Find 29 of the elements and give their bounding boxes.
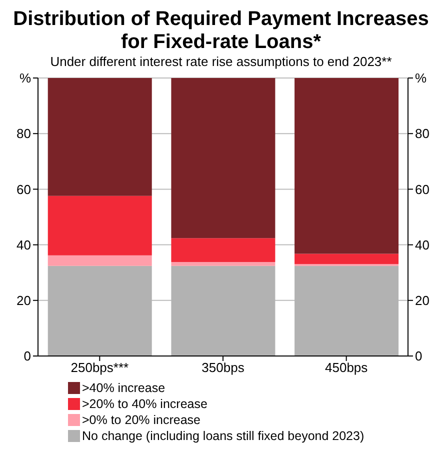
y-tick-label: 60	[16, 182, 31, 197]
bar	[48, 255, 152, 266]
x-tick-label: 350bps	[202, 360, 245, 376]
y-tick-label: 0	[24, 348, 31, 364]
bar	[48, 196, 152, 256]
bar	[171, 238, 276, 262]
x-tick-label: 450bps	[325, 360, 368, 376]
bar	[294, 78, 399, 254]
chart-subtitle: Under different interest rate rise assumptions to end 2023**	[49, 54, 393, 70]
legend-label: >40% increase	[82, 380, 166, 396]
legend-label: No change (including loans still fixed beyond 2023)	[82, 428, 364, 444]
bar	[294, 254, 399, 264]
bar	[171, 78, 276, 238]
y2-tick-label: 80	[415, 126, 430, 142]
y-tick-label: 40	[16, 237, 31, 252]
bar	[171, 262, 276, 266]
y2-tick-label: 40	[415, 237, 430, 252]
y2-tick-label: %	[415, 70, 427, 86]
y2-tick-label: 0	[415, 348, 422, 364]
chart-title: Distribution of Required Payment Increases for Fixed-rate Loans*	[12, 8, 430, 54]
y2-tick-label: 20	[415, 293, 430, 308]
bar	[48, 78, 152, 196]
legend-label: >20% to 40% increase	[82, 396, 208, 412]
y-tick-label: 20	[16, 293, 31, 308]
x-tick-label: 250bps***	[70, 360, 129, 376]
legend-label: >0% to 20% increase	[82, 412, 200, 428]
y-tick-label: %	[19, 70, 32, 86]
y-tick-label: 80	[16, 126, 31, 142]
y2-tick-label: 60	[415, 182, 430, 197]
